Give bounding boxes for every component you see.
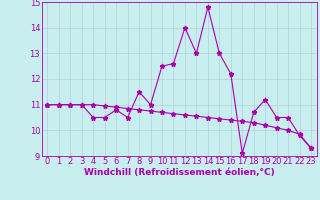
X-axis label: Windchill (Refroidissement éolien,°C): Windchill (Refroidissement éolien,°C)	[84, 168, 275, 177]
